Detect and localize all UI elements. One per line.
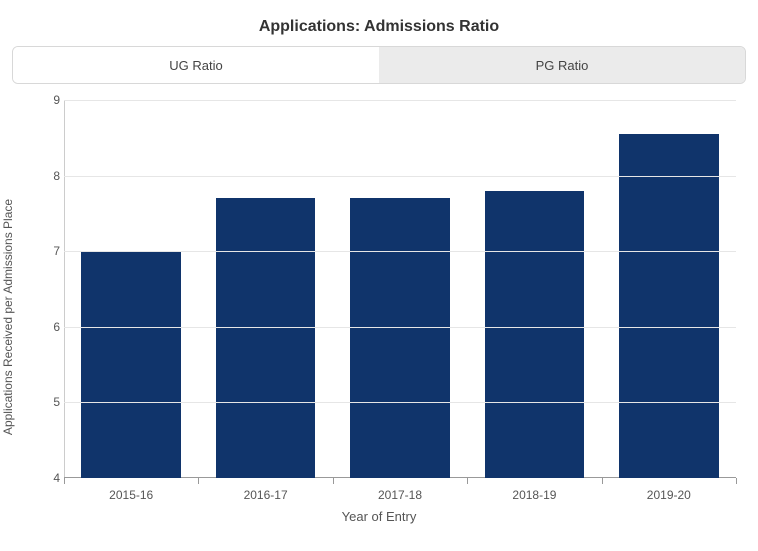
tab-ug-ratio[interactable]: UG Ratio bbox=[13, 47, 379, 83]
bar-slot: 2019-20 bbox=[602, 100, 736, 478]
x-tick-mark bbox=[333, 478, 334, 484]
bar bbox=[350, 198, 449, 478]
y-axis-label: Applications Received per Admissions Pla… bbox=[1, 199, 15, 435]
tab-label: UG Ratio bbox=[169, 58, 222, 73]
y-tick-label: 9 bbox=[40, 93, 60, 107]
x-tick-label: 2016-17 bbox=[198, 488, 332, 502]
grid-line bbox=[64, 327, 736, 328]
grid-line bbox=[64, 176, 736, 177]
x-tick-label: 2019-20 bbox=[602, 488, 736, 502]
bar-slot: 2016-17 bbox=[198, 100, 332, 478]
chart-container: Applications: Admissions Ratio UG Ratio … bbox=[0, 0, 758, 551]
bar-slot: 2015-16 bbox=[64, 100, 198, 478]
grid-line bbox=[64, 402, 736, 403]
y-tick-label: 4 bbox=[40, 471, 60, 485]
chart-title: Applications: Admissions Ratio bbox=[0, 0, 758, 46]
y-tick-label: 6 bbox=[40, 320, 60, 334]
plot-area: 2015-162016-172017-182018-192019-20 4567… bbox=[64, 100, 736, 478]
x-tick-mark bbox=[736, 478, 737, 484]
x-tick-mark bbox=[602, 478, 603, 484]
chart-area: Applications Received per Admissions Pla… bbox=[12, 90, 746, 530]
x-axis-label: Year of Entry bbox=[12, 509, 746, 524]
bar bbox=[485, 191, 584, 478]
x-tick-mark bbox=[198, 478, 199, 484]
grid-line bbox=[64, 251, 736, 252]
bar-slot: 2017-18 bbox=[333, 100, 467, 478]
x-tick-mark bbox=[64, 478, 65, 484]
y-tick-label: 7 bbox=[40, 244, 60, 258]
bar bbox=[81, 251, 180, 478]
y-tick-label: 5 bbox=[40, 395, 60, 409]
bar bbox=[619, 134, 718, 478]
tab-bar: UG Ratio PG Ratio bbox=[12, 46, 746, 84]
x-tick-mark bbox=[467, 478, 468, 484]
x-tick-label: 2017-18 bbox=[333, 488, 467, 502]
bar-slot: 2018-19 bbox=[467, 100, 601, 478]
tab-label: PG Ratio bbox=[536, 58, 589, 73]
x-tick-label: 2015-16 bbox=[64, 488, 198, 502]
tab-pg-ratio[interactable]: PG Ratio bbox=[379, 47, 745, 83]
bar bbox=[216, 198, 315, 478]
grid-line bbox=[64, 100, 736, 101]
x-tick-label: 2018-19 bbox=[467, 488, 601, 502]
y-tick-label: 8 bbox=[40, 169, 60, 183]
bars-group: 2015-162016-172017-182018-192019-20 bbox=[64, 100, 736, 478]
